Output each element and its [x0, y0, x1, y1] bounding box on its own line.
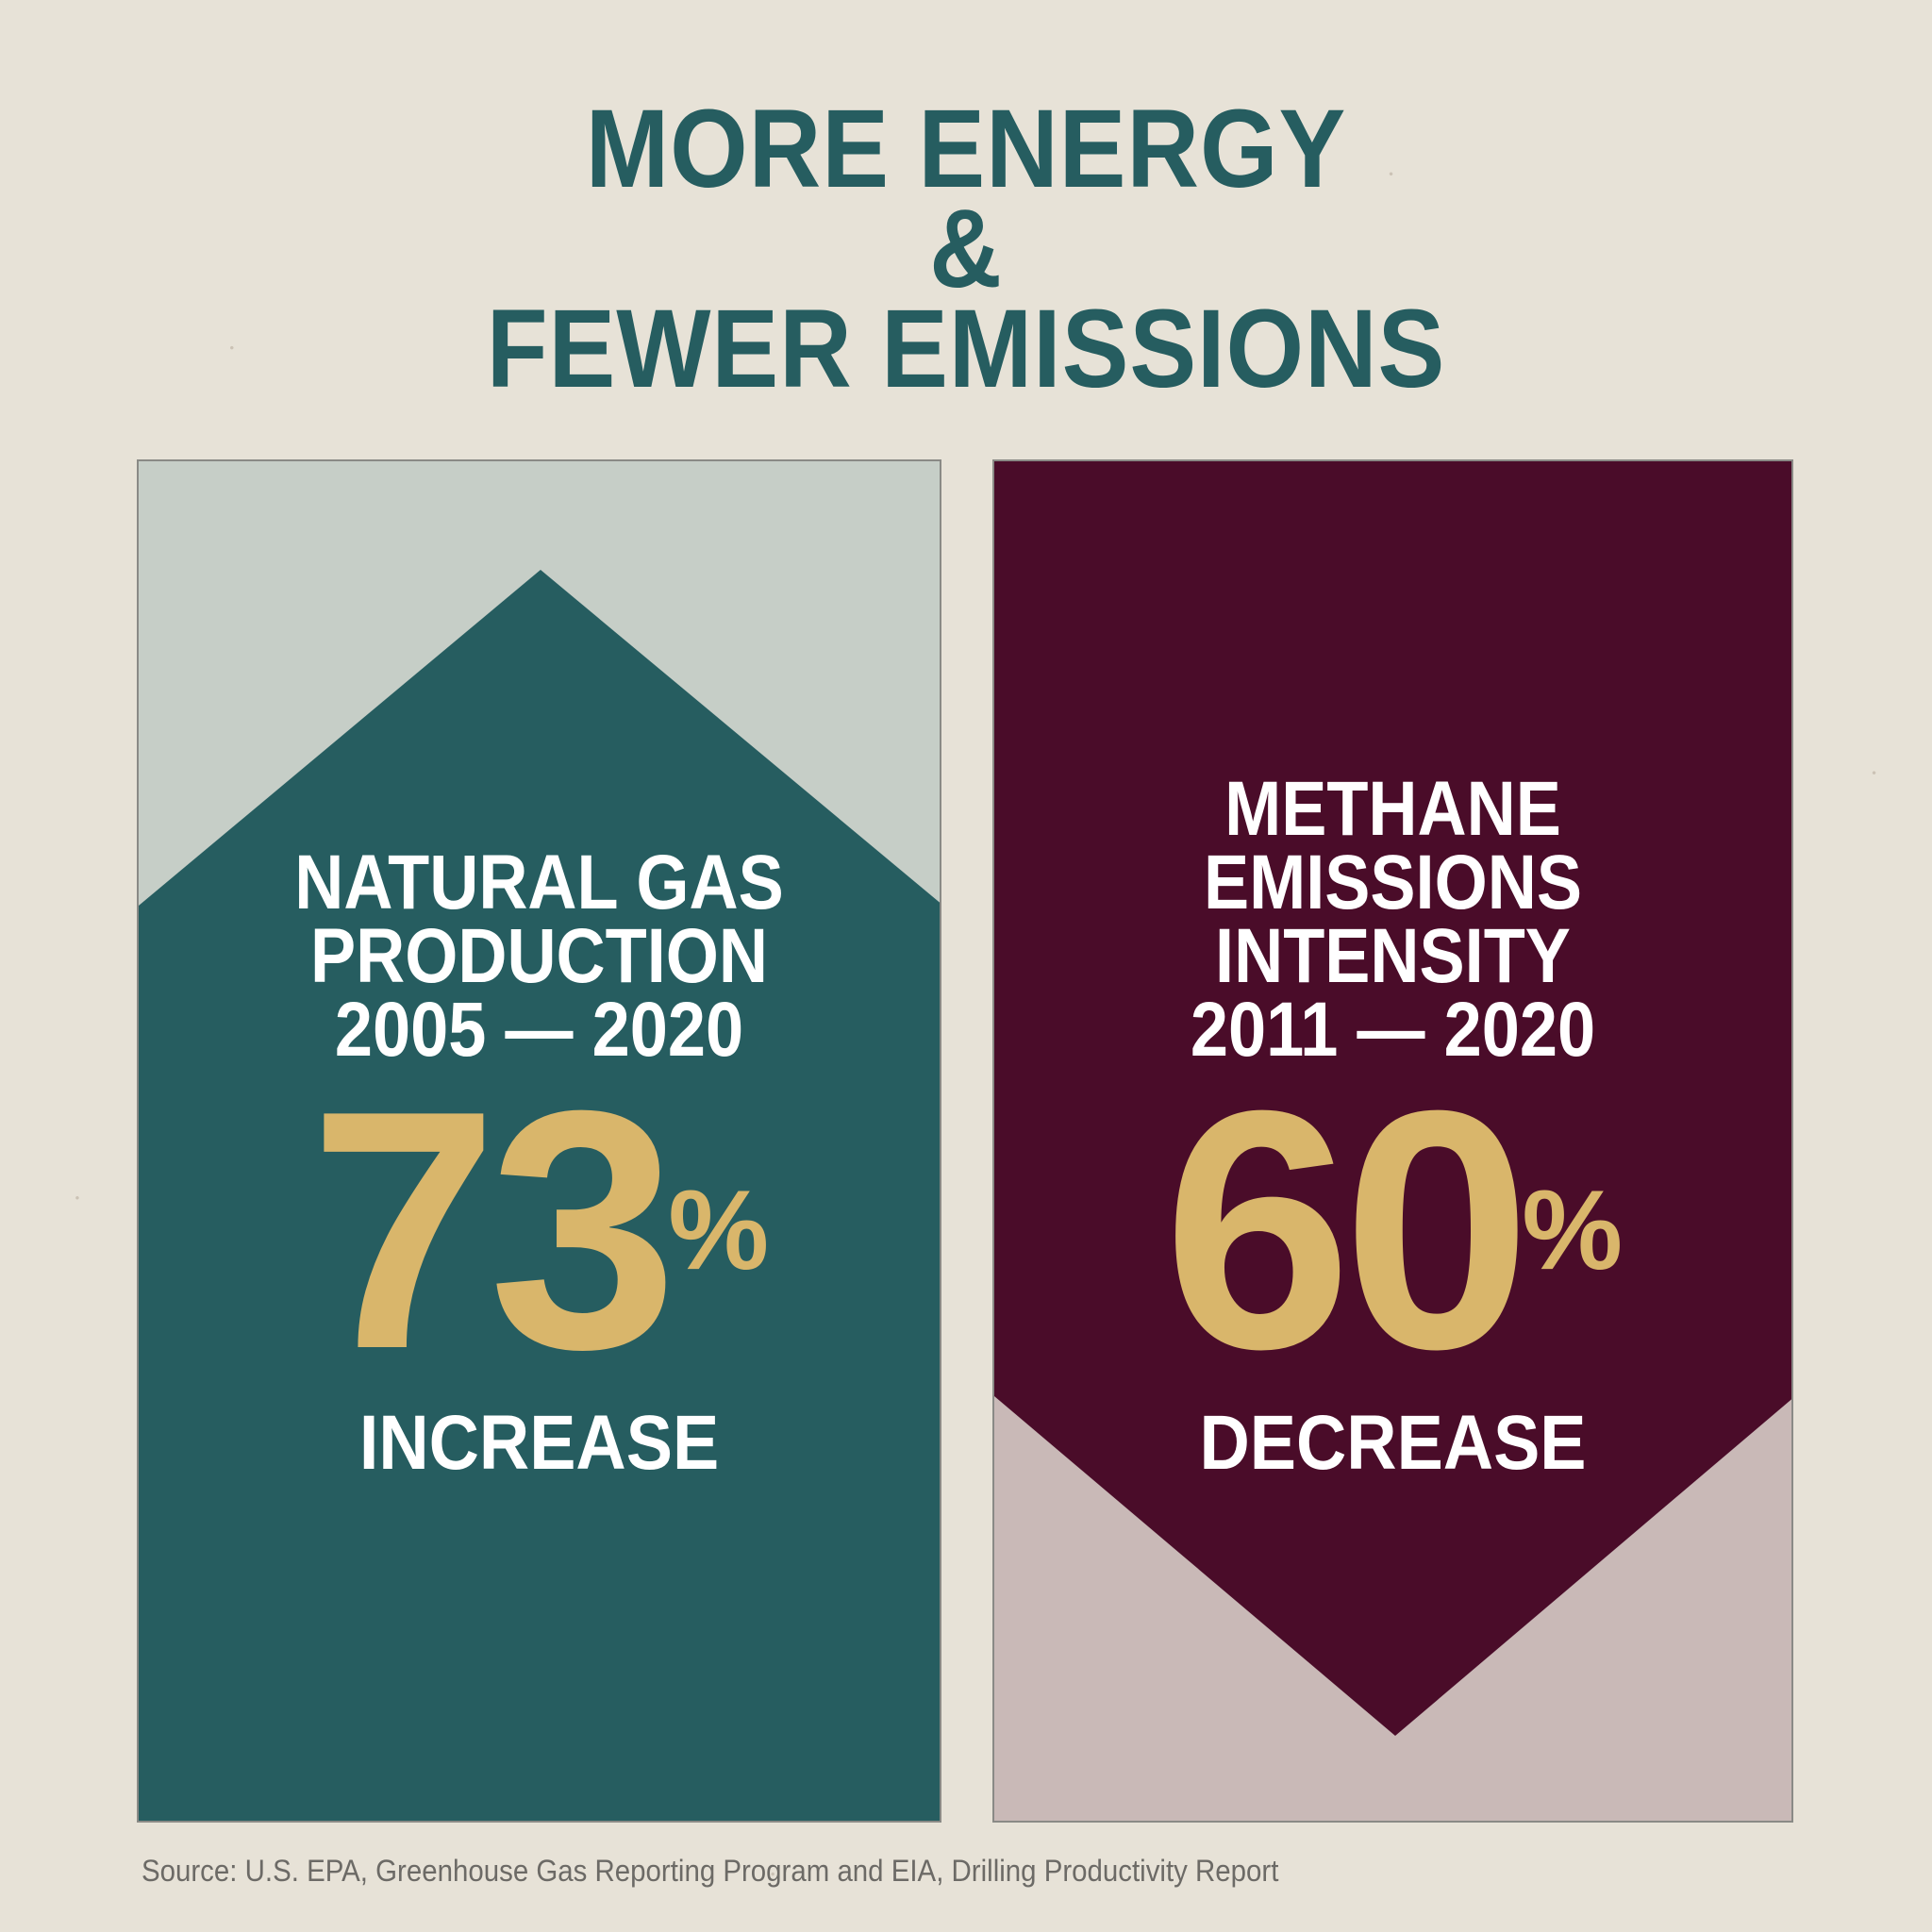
stat-value: 60%	[994, 1060, 1791, 1400]
label-line: 2005 — 2020	[334, 987, 744, 1073]
direction-label: DECREASE	[1199, 1400, 1587, 1486]
label-line: PRODUCTION	[309, 913, 769, 999]
title-line-3: FEWER EMISSIONS	[486, 287, 1446, 411]
methane-emissions-panel: METHANE EMISSIONS INTENSITY 2011 — 2020 …	[992, 459, 1793, 1823]
source-citation: Source: U.S. EPA, Greenhouse Gas Reporti…	[142, 1854, 1279, 1888]
title-line-2: &	[929, 187, 1003, 311]
label-line: 2011 — 2020	[1190, 987, 1596, 1073]
label-line: EMISSIONS	[1204, 840, 1582, 925]
up-arrow-icon	[139, 570, 940, 1821]
title-line-1: MORE ENERGY	[585, 87, 1347, 211]
percent-sign: %	[668, 1167, 770, 1293]
label-line: NATURAL GAS	[294, 840, 784, 925]
stat-number: 73	[308, 1041, 677, 1420]
direction-label: INCREASE	[358, 1400, 720, 1486]
page-title: MORE ENERGY & FEWER EMISSIONS	[96, 87, 1835, 411]
stat-number: 60	[1162, 1041, 1531, 1420]
panel-label: NATURAL GAS PRODUCTION 2005 — 2020	[187, 840, 891, 1073]
label-line: INTENSITY	[1215, 913, 1571, 999]
panel-label: METHANE EMISSIONS INTENSITY 2011 — 2020	[1042, 766, 1744, 1073]
natural-gas-production-panel: NATURAL GAS PRODUCTION 2005 — 2020 73% I…	[137, 459, 941, 1823]
percent-sign: %	[1522, 1167, 1624, 1293]
label-line: METHANE	[1224, 766, 1561, 852]
stat-value: 73%	[139, 1060, 940, 1400]
down-arrow-icon	[994, 461, 1791, 1736]
